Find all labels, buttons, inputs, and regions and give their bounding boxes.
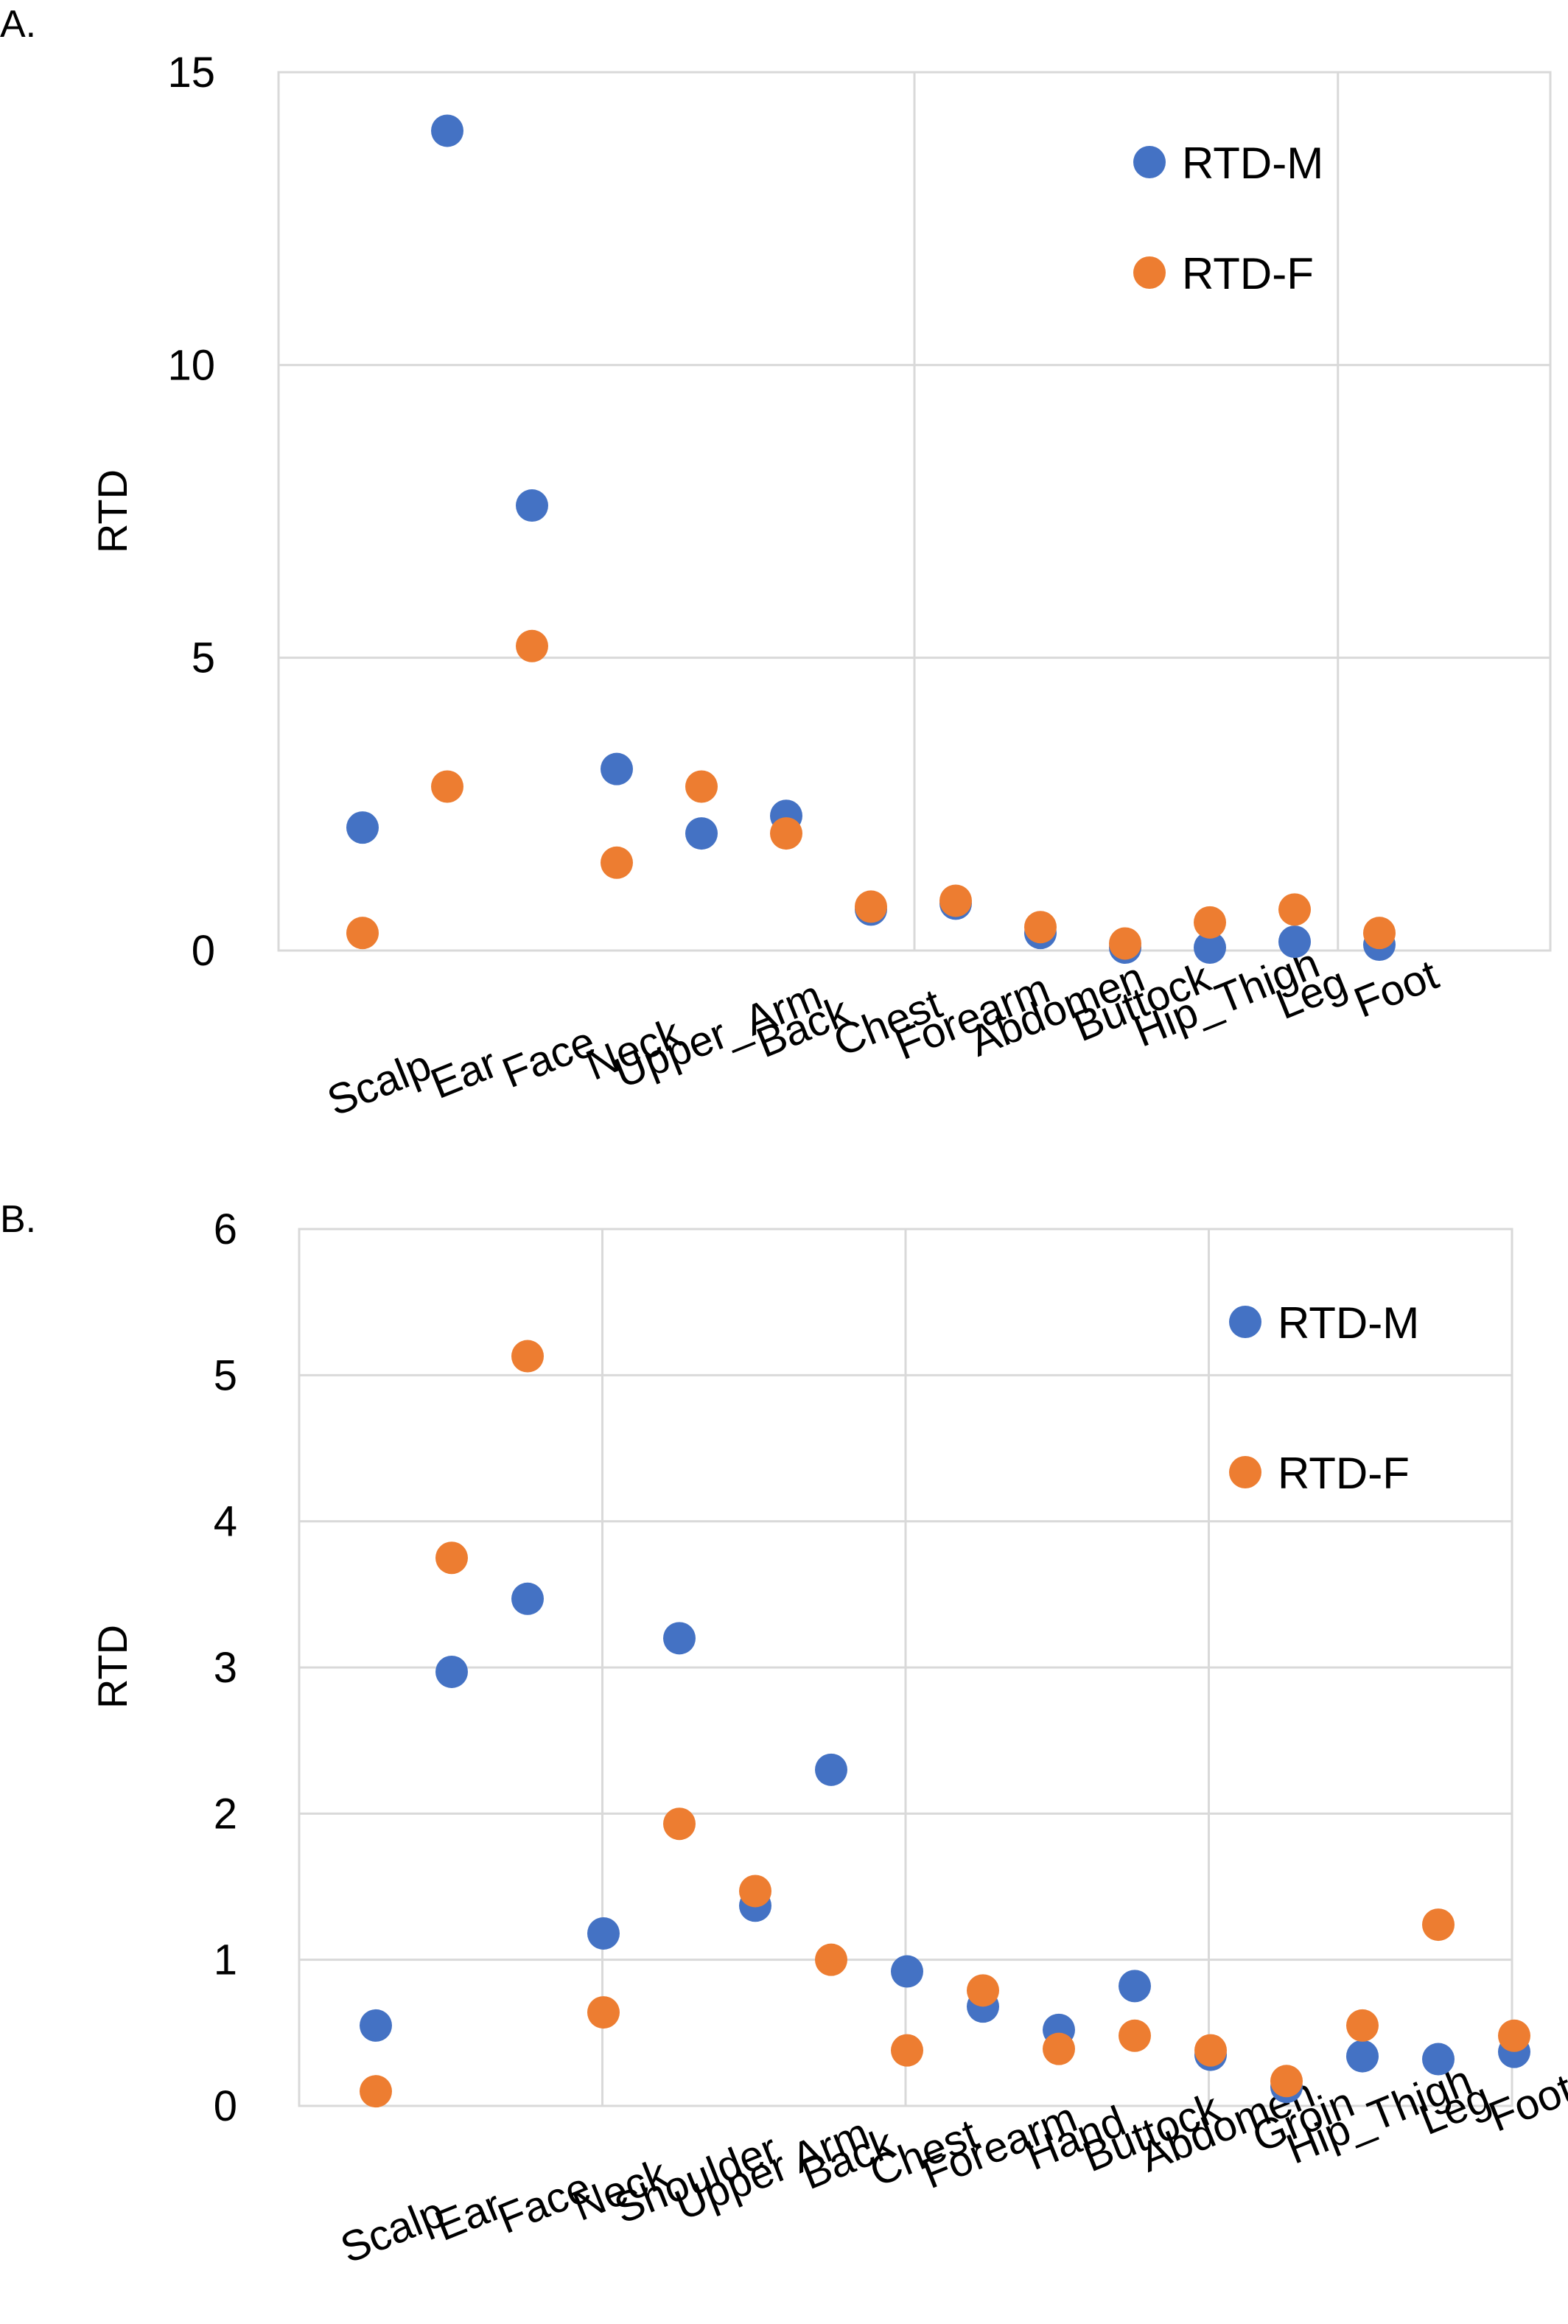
data-point-male [1194, 931, 1226, 965]
data-point-female [516, 629, 548, 662]
data-point-female [1422, 1908, 1455, 1942]
data-point-male [346, 811, 379, 844]
x-tick-label: Foot [1348, 951, 1445, 1027]
data-point-female [1024, 911, 1057, 944]
data-point-female [685, 770, 718, 803]
y-tick-label: 2 [214, 1790, 237, 1838]
data-point-male [1346, 2040, 1379, 2073]
data-point-female [435, 1541, 468, 1575]
data-point-male [360, 2009, 392, 2042]
data-point-female [511, 1340, 544, 1373]
y-tick-label: 0 [192, 927, 215, 975]
data-point-female [1270, 2065, 1303, 2098]
data-point-female [346, 917, 379, 950]
y-tick-label: 5 [214, 1351, 237, 1399]
chart-panel-b: B.0123456RTDScalpEarFaceNeckShoulderUppe… [0, 1198, 1568, 2272]
y-axis-title: RTD [89, 1625, 136, 1709]
x-tick-label: Scalp [321, 1041, 438, 1126]
data-point-female [855, 890, 887, 923]
legend-marker [1133, 256, 1166, 289]
data-point-male [1422, 2043, 1455, 2076]
data-point-female [663, 1807, 696, 1841]
data-point-male [516, 489, 548, 522]
data-point-male [587, 1917, 620, 1950]
data-point-female [601, 846, 633, 879]
data-point-male [891, 1955, 923, 1988]
legend-label: RTD-F [1182, 249, 1314, 298]
data-point-female [815, 1943, 847, 1976]
y-tick-label: 3 [214, 1644, 237, 1692]
legend-label: RTD-M [1278, 1298, 1419, 1348]
legend-label: RTD-F [1278, 1449, 1410, 1498]
x-tick-label: Ear [424, 1039, 504, 1108]
y-tick-label: 0 [214, 2082, 237, 2130]
y-tick-label: 15 [167, 49, 215, 97]
y-tick-label: 10 [167, 341, 215, 389]
data-point-male [663, 1622, 696, 1655]
data-point-female [1194, 2034, 1227, 2067]
legend-label: RTD-M [1182, 139, 1323, 188]
y-tick-label: 6 [214, 1205, 237, 1253]
data-point-female [587, 1996, 620, 2029]
data-point-female [891, 2034, 923, 2067]
legend-marker [1229, 1456, 1261, 1488]
y-tick-label: 1 [214, 1936, 237, 1984]
legend-marker [1133, 146, 1166, 178]
data-point-female [1346, 2009, 1379, 2042]
data-point-female [1363, 917, 1396, 950]
data-point-male [431, 114, 463, 147]
data-point-female [967, 1974, 999, 2007]
data-point-female [770, 817, 802, 850]
data-point-male [1278, 925, 1311, 959]
data-point-female [1043, 2032, 1075, 2065]
data-point-female [1194, 906, 1226, 939]
data-point-male [435, 1655, 468, 1688]
panel-label: B. [0, 1198, 36, 1241]
y-axis-title: RTD [89, 469, 136, 553]
plot-area [298, 1228, 1513, 2107]
data-point-female [1119, 2019, 1151, 2052]
y-tick-label: 4 [214, 1498, 237, 1546]
data-point-male [1119, 1970, 1151, 2003]
panel-label: A. [0, 3, 36, 46]
chart-panel-a: A.051015RTDScalpEarFaceNeckUpper_ArmBack… [0, 3, 1552, 1126]
data-point-female [1278, 893, 1311, 926]
x-tick-label: Ear [429, 2181, 508, 2250]
data-point-female [1498, 2019, 1530, 2052]
data-point-male [815, 1753, 847, 1786]
legend-marker [1229, 1306, 1261, 1338]
data-point-male [685, 817, 718, 850]
data-point-female [360, 2075, 392, 2108]
data-point-male [511, 1582, 544, 1615]
data-point-female [431, 770, 463, 803]
y-tick-label: 5 [192, 634, 215, 682]
data-point-female [939, 884, 972, 917]
x-tick-label: Scalp [334, 2188, 451, 2273]
data-point-female [1109, 927, 1141, 960]
data-point-female [739, 1875, 771, 1908]
plot-area [277, 71, 1552, 952]
data-point-male [601, 752, 633, 785]
x-tick-label: Foot [1483, 2065, 1568, 2141]
